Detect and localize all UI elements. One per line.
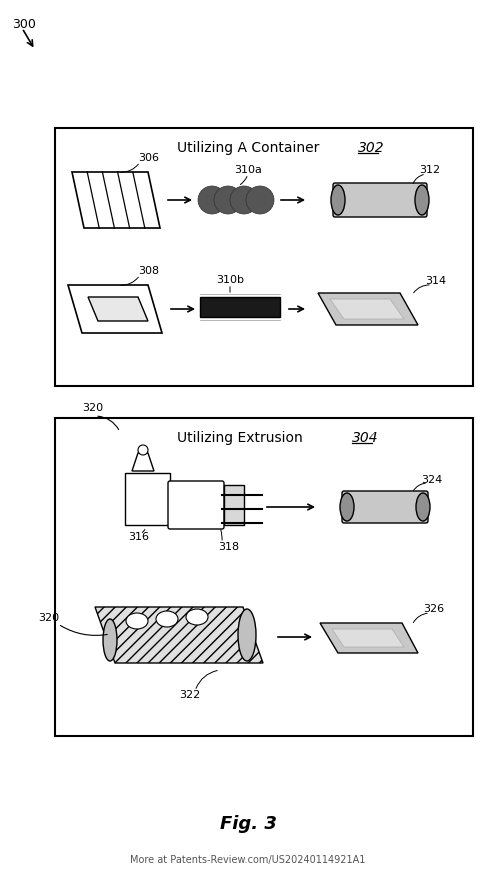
FancyBboxPatch shape [333,183,427,217]
Ellipse shape [416,493,430,521]
Text: 310a: 310a [234,165,262,175]
Text: 306: 306 [138,153,159,163]
Ellipse shape [186,609,208,625]
Circle shape [198,186,226,214]
Bar [125,473,170,525]
Text: 316: 316 [128,532,149,542]
Circle shape [246,186,274,214]
Ellipse shape [238,609,256,661]
Polygon shape [318,293,418,325]
Polygon shape [68,285,162,333]
Circle shape [230,186,258,214]
Text: 322: 322 [179,690,201,700]
Polygon shape [320,623,418,653]
Ellipse shape [340,493,354,521]
Text: 310b: 310b [216,275,244,285]
Circle shape [214,186,242,214]
Text: 300: 300 [12,18,36,31]
Text: 304: 304 [352,431,379,445]
Polygon shape [132,453,154,471]
Bar [55,418,473,736]
FancyBboxPatch shape [342,491,428,523]
Polygon shape [88,297,148,321]
Bar [200,297,280,317]
Text: 308: 308 [138,266,159,276]
Ellipse shape [103,619,117,661]
Text: 314: 314 [425,276,447,286]
Text: 312: 312 [419,165,440,175]
Bar [55,128,473,386]
Ellipse shape [156,611,178,627]
Ellipse shape [126,613,148,629]
Polygon shape [330,299,404,319]
Text: 320: 320 [38,613,59,623]
Ellipse shape [415,185,429,215]
Polygon shape [72,172,160,228]
Text: Fig. 3: Fig. 3 [220,815,276,833]
Text: 320: 320 [82,403,103,413]
FancyBboxPatch shape [168,481,224,529]
Text: 302: 302 [358,141,385,155]
Text: 324: 324 [421,475,443,485]
Circle shape [138,445,148,455]
Text: 326: 326 [423,604,444,614]
Polygon shape [332,629,404,647]
Text: Utilizing A Container: Utilizing A Container [177,141,319,155]
Text: Utilizing Extrusion: Utilizing Extrusion [177,431,303,445]
Bar [224,485,244,525]
Text: 318: 318 [218,542,239,552]
Text: More at Patents-Review.com/US20240114921A1: More at Patents-Review.com/US20240114921… [130,855,366,865]
Polygon shape [95,607,263,663]
Ellipse shape [331,185,345,215]
